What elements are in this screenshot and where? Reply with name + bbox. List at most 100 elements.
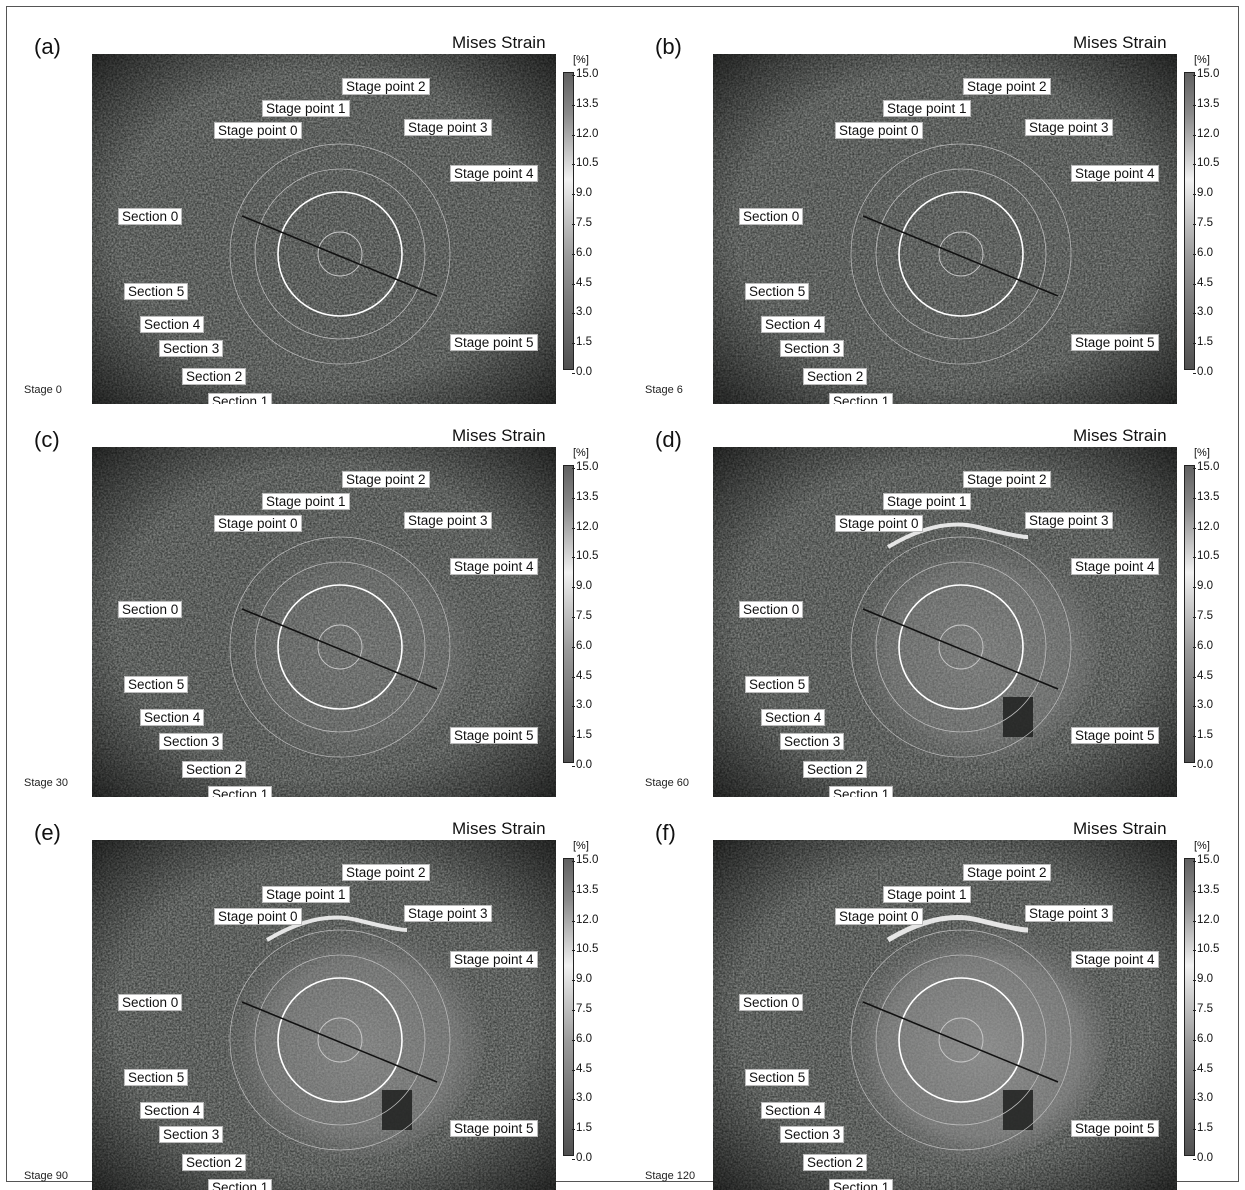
colorbar-tick: 12.0 <box>1192 127 1220 140</box>
section-label: Section 0 <box>739 208 804 225</box>
panel-d: (d) Mises Strain Stage point 0 Stage point… <box>627 417 1219 797</box>
stage-point-label: Stage point 2 <box>342 864 430 881</box>
panel-e: (e) Mises Strain Stage point 0 Stage point… <box>6 810 598 1190</box>
colorbar-tick: 10.5 <box>571 943 599 956</box>
colorbar <box>1184 465 1195 763</box>
stage-point-label: Stage point 2 <box>342 78 430 95</box>
section-label: Section 4 <box>761 316 826 333</box>
colorbar-tick: 13.5 <box>1192 883 1220 896</box>
stage-point-label: Stage point 2 <box>963 864 1051 881</box>
colorbar-tick: 1.5 <box>1193 1122 1213 1135</box>
colorbar-tick: 7.5 <box>572 1003 592 1015</box>
panel-letter: (b) <box>655 34 682 59</box>
section-label: Section 0 <box>118 208 183 225</box>
colorbar-tick: 0.0 <box>572 366 592 378</box>
stage-point-label: Stage point 3 <box>404 905 492 922</box>
section-label: Section 2 <box>803 1154 868 1171</box>
colorbar-tick: 1.5 <box>572 336 592 349</box>
stage-point-label: Stage point 5 <box>1071 727 1159 744</box>
section-label: Section 2 <box>803 368 868 385</box>
colorbar-tick: 12.0 <box>1192 913 1220 926</box>
panel-b: (b) Mises Strain Stage point 0 Stage point… <box>627 24 1219 404</box>
colorbar-tick: 0.0 <box>572 759 592 771</box>
colorbar-tick: 9.0 <box>572 973 592 986</box>
colorbar-tick: 9.0 <box>572 580 592 593</box>
colorbar-tick: 15.0 <box>571 68 599 80</box>
stage-point-label: Stage point 2 <box>963 471 1051 488</box>
colorbar-tick: 7.5 <box>1193 217 1213 229</box>
panel-title: Mises Strain <box>1073 426 1167 445</box>
colorbar-tick: 4.5 <box>572 669 592 682</box>
colorbar-tick: 4.5 <box>572 1062 592 1075</box>
colorbar-tick: 3.0 <box>572 699 592 712</box>
colorbar <box>563 465 574 763</box>
panel-title: Mises Strain <box>1073 33 1167 52</box>
section-label: Section 3 <box>780 1126 845 1143</box>
colorbar-tick: 4.5 <box>1193 276 1213 289</box>
colorbar-tick: 13.5 <box>571 97 599 110</box>
panel-letter: (d) <box>655 427 682 452</box>
section-label: Section 2 <box>182 761 247 778</box>
stage-label: Stage 30 <box>24 777 69 789</box>
stage-point-label: Stage point 1 <box>883 493 971 510</box>
colorbar-tick: 6.0 <box>572 1032 592 1045</box>
section-label: Section 5 <box>124 1069 189 1086</box>
colorbar-unit: [%] <box>1194 54 1210 66</box>
colorbar-unit: [%] <box>1194 447 1210 459</box>
section-label: Section 1 <box>829 786 894 797</box>
section-label: Section 3 <box>780 733 845 750</box>
stage-point-label: Stage point 1 <box>883 886 971 903</box>
colorbar-tick: 3.0 <box>572 306 592 319</box>
section-label: Section 2 <box>182 1154 247 1171</box>
colorbar-tick: 10.5 <box>571 157 599 170</box>
colorbar-tick: 13.5 <box>1192 97 1220 110</box>
colorbar-tick: 6.0 <box>572 246 592 259</box>
colorbar-tick: 0.0 <box>1193 366 1213 378</box>
colorbar <box>563 858 574 1156</box>
stage-point-label: Stage point 4 <box>1071 558 1159 575</box>
stage-label: Stage 60 <box>645 777 690 789</box>
colorbar-tick: 3.0 <box>1193 1092 1213 1105</box>
colorbar-tick: 6.0 <box>572 639 592 652</box>
section-label: Section 5 <box>124 283 189 300</box>
section-label: Section 0 <box>739 994 804 1011</box>
colorbar-tick: 4.5 <box>572 276 592 289</box>
stage-point-label: Stage point 4 <box>450 951 538 968</box>
stage-point-label: Stage point 2 <box>342 471 430 488</box>
colorbar-tick: 10.5 <box>1192 943 1220 956</box>
colorbar-tick: 6.0 <box>1193 639 1213 652</box>
section-label: Section 5 <box>745 283 810 300</box>
stage-point-label: Stage point 5 <box>450 727 538 744</box>
panel-f: (f) Mises Strain Stage point 0 Stage point… <box>627 810 1219 1190</box>
colorbar-tick: 7.5 <box>1193 1003 1213 1015</box>
stage-point-label: Stage point 0 <box>214 515 302 532</box>
panel-letter: (a) <box>34 34 61 59</box>
colorbar-tick: 9.0 <box>572 187 592 200</box>
stage-point-label: Stage point 3 <box>404 119 492 136</box>
section-label: Section 0 <box>118 601 183 618</box>
colorbar-tick: 15.0 <box>571 461 599 473</box>
colorbar-unit: [%] <box>573 447 589 459</box>
colorbar-tick: 9.0 <box>1193 580 1213 593</box>
section-label: Section 5 <box>745 676 810 693</box>
colorbar-tick: 4.5 <box>1193 669 1213 682</box>
stage-point-label: Stage point 3 <box>1025 512 1113 529</box>
colorbar-tick: 1.5 <box>1193 729 1213 742</box>
colorbar-tick: 9.0 <box>1193 187 1213 200</box>
stage-point-label: Stage point 5 <box>1071 334 1159 351</box>
section-label: Section 4 <box>140 316 205 333</box>
colorbar-tick: 0.0 <box>1193 1152 1213 1164</box>
colorbar-tick: 13.5 <box>571 883 599 896</box>
section-label: Section 4 <box>140 1102 205 1119</box>
section-label: Section 5 <box>124 676 189 693</box>
section-label: Section 1 <box>829 1179 894 1190</box>
colorbar-tick: 1.5 <box>572 1122 592 1135</box>
colorbar-tick: 12.0 <box>571 913 599 926</box>
section-label: Section 1 <box>208 1179 273 1190</box>
panel-c: (c) Mises Strain Stage point 0 Stage point… <box>6 417 598 797</box>
colorbar-tick: 7.5 <box>572 217 592 229</box>
section-label: Section 1 <box>829 393 894 404</box>
section-label: Section 1 <box>208 786 273 797</box>
colorbar-unit: [%] <box>573 54 589 66</box>
section-label: Section 5 <box>745 1069 810 1086</box>
